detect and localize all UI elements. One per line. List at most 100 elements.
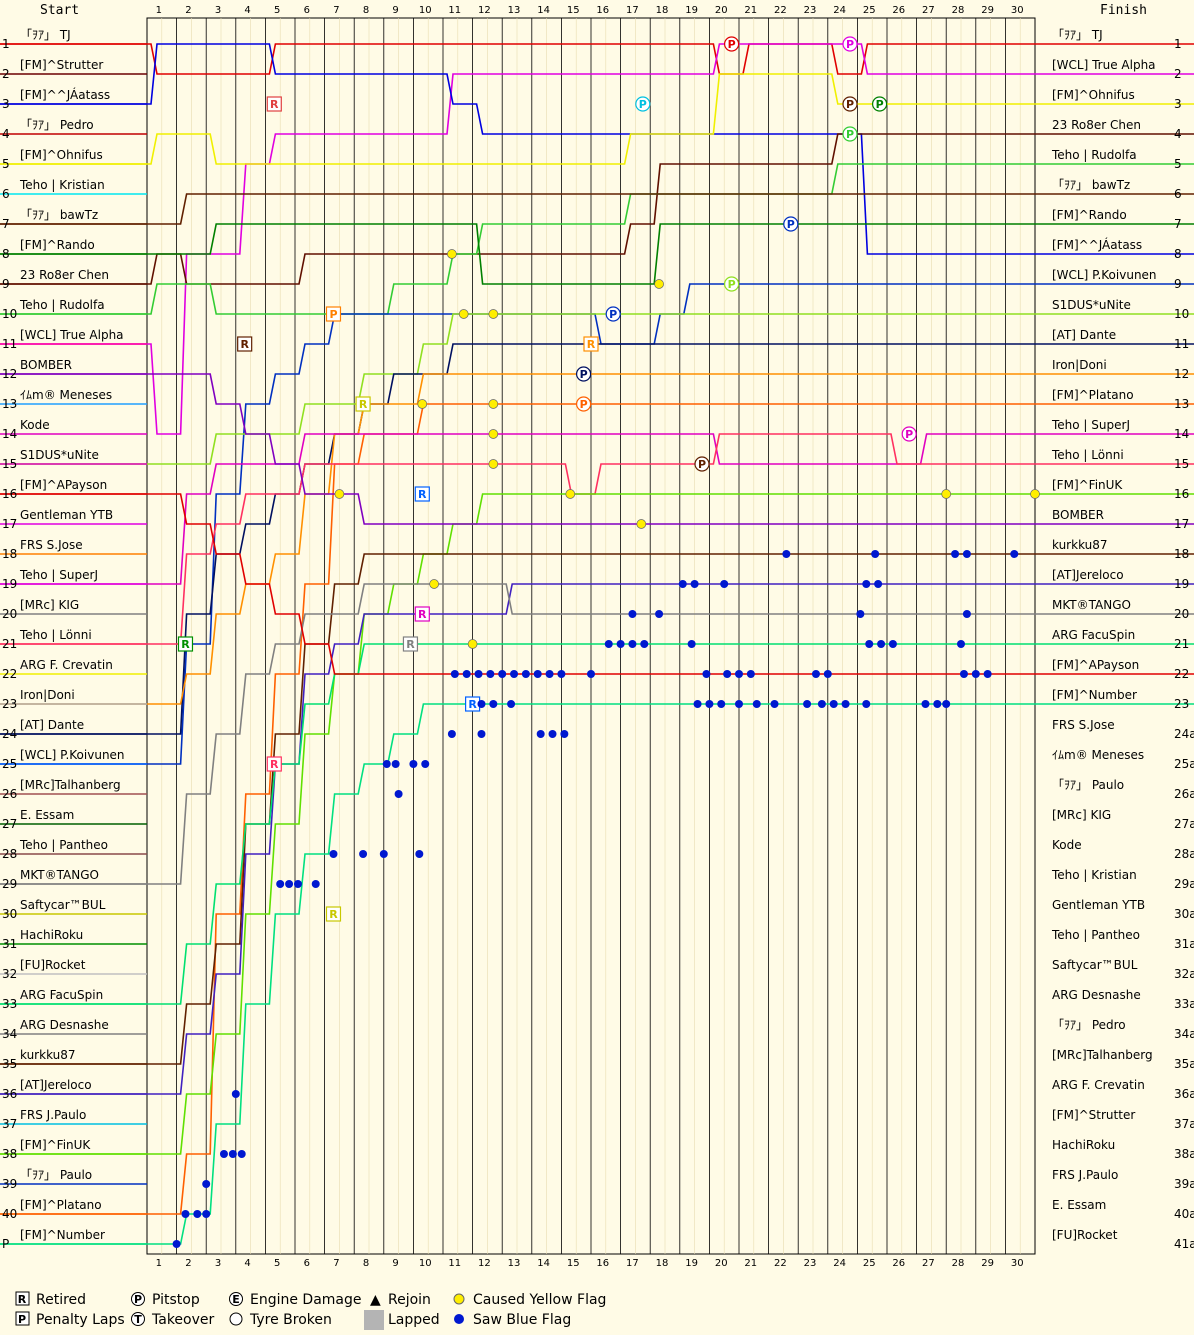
lap-tick-top: 24 bbox=[833, 5, 846, 16]
start-driver-name: ARG FacuSpin bbox=[20, 988, 103, 1002]
blue-flag-dot bbox=[533, 670, 542, 678]
blue-flag-dot bbox=[865, 640, 874, 648]
blue-flag-dot bbox=[690, 580, 699, 588]
blue-flag-dot bbox=[959, 670, 968, 678]
start-driver-name: Teho | Pantheo bbox=[19, 838, 108, 852]
marker-circle bbox=[842, 126, 858, 142]
lap-tick-bottom: 18 bbox=[656, 1258, 669, 1269]
legend-label: Saw Blue Flag bbox=[473, 1312, 571, 1328]
finish-position: 27a bbox=[1174, 817, 1194, 831]
blue-flag-dot bbox=[933, 700, 942, 708]
marker-circle bbox=[575, 396, 592, 412]
lap-tick-bottom: 25 bbox=[863, 1258, 876, 1269]
blue-flag-dot bbox=[962, 550, 971, 558]
marker-square bbox=[325, 306, 342, 322]
finish-driver-name: 「ｦｱ」 Pedro bbox=[1052, 1018, 1126, 1032]
start-driver-name: [MRc] KIG bbox=[20, 598, 79, 612]
blue-flag-dot bbox=[957, 640, 965, 648]
blue-flag-dot bbox=[678, 580, 687, 588]
blue-flag-dot bbox=[717, 700, 726, 708]
finish-driver-name: E. Essam bbox=[1052, 1198, 1106, 1212]
lap-tick-top: 12 bbox=[478, 5, 491, 16]
blue-flag-dot bbox=[474, 670, 483, 678]
finish-position: 14 bbox=[1174, 427, 1189, 441]
blue-flag-dot bbox=[409, 760, 418, 768]
retired-marker: R bbox=[402, 636, 419, 652]
yellow-flag-dot bbox=[334, 489, 345, 499]
lap-tick-top: 20 bbox=[715, 5, 728, 16]
legend-label: Pitstop bbox=[152, 1292, 200, 1308]
blue-flag-dot bbox=[983, 670, 992, 678]
blue-flag-dot bbox=[557, 670, 566, 678]
start-position: 39 bbox=[2, 1177, 17, 1191]
finish-position: 7 bbox=[1174, 217, 1182, 231]
lap-tick-top: 27 bbox=[922, 5, 935, 16]
start-position: 7 bbox=[2, 217, 10, 231]
marker-letter: P bbox=[905, 428, 913, 441]
finish-driver-name: BOMBER bbox=[1052, 508, 1104, 522]
blue-flag-dot bbox=[693, 700, 702, 708]
start-driver-name: MKT®TANGO bbox=[20, 868, 99, 882]
lap-tick-bottom: 1 bbox=[156, 1258, 162, 1269]
blue-flag-dot bbox=[293, 880, 302, 888]
start-position: 2 bbox=[2, 67, 10, 81]
finish-position: 16 bbox=[1174, 487, 1189, 501]
blue-flag-dot bbox=[202, 1180, 211, 1188]
finish-driver-name: Saftycar™BUL bbox=[1052, 958, 1138, 972]
finish-driver-name: Teho | Pantheo bbox=[1051, 928, 1140, 942]
pitstop-marker: P bbox=[723, 276, 740, 292]
finish-driver-name: [WCL] P.Koivunen bbox=[1052, 268, 1157, 282]
start-driver-name: [FM]^FinUK bbox=[20, 1138, 91, 1152]
blue-flag-dot bbox=[545, 670, 554, 678]
blue-flag-dot bbox=[770, 700, 779, 708]
start-position: 28 bbox=[2, 847, 17, 861]
lap-tick-top: 11 bbox=[448, 5, 461, 16]
retired-marker: R bbox=[266, 756, 282, 772]
line-mkt-tango bbox=[0, 583, 1194, 885]
start-driver-name: Teho | Rudolfa bbox=[19, 298, 105, 312]
start-position: 19 bbox=[2, 577, 17, 591]
line--bawtz bbox=[0, 193, 1194, 225]
lap-tick-top: 7 bbox=[333, 5, 339, 16]
start-position: 18 bbox=[2, 547, 17, 561]
lap-tick-bottom: 8 bbox=[363, 1258, 369, 1269]
blue-flag-dot bbox=[193, 1210, 202, 1218]
lap-tick-top: 10 bbox=[419, 5, 432, 16]
marker-circle bbox=[842, 36, 858, 52]
finish-position: 3 bbox=[1174, 97, 1182, 111]
marker-circle bbox=[694, 456, 710, 472]
start-position: 4 bbox=[2, 127, 10, 141]
blue-flag-dot bbox=[655, 610, 664, 618]
start-driver-name: kurkku87 bbox=[20, 1048, 76, 1062]
start-driver-name: E. Essam bbox=[20, 808, 74, 822]
blue-flag-dot bbox=[628, 610, 637, 618]
legend-circle-symbol bbox=[131, 1312, 145, 1326]
lap-tick-bottom: 10 bbox=[419, 1258, 432, 1269]
blue-flag-dot bbox=[702, 670, 711, 678]
finish-position: 25a bbox=[1174, 757, 1194, 771]
finish-driver-name: 「ｦｱ」 TJ bbox=[1052, 28, 1103, 42]
lap-tick-bottom: 9 bbox=[392, 1258, 398, 1269]
start-driver-name: Teho | SuperJ bbox=[19, 568, 98, 582]
marker-square bbox=[414, 606, 430, 622]
blue-flag-dot bbox=[382, 760, 391, 768]
marker-letter: P bbox=[876, 98, 884, 111]
start-position: 15 bbox=[2, 457, 17, 471]
blue-flag-dot bbox=[498, 670, 507, 678]
finish-driver-name: [FM]^FinUK bbox=[1052, 478, 1123, 492]
start-driver-name: [WCL] P.Koivunen bbox=[20, 748, 125, 762]
yellow-flag-dot bbox=[447, 249, 457, 259]
blue-flag-dot bbox=[560, 730, 569, 738]
start-driver-name: [AT]Jereloco bbox=[20, 1078, 92, 1092]
marker-letter: R bbox=[418, 488, 427, 501]
finish-driver-name: [AT]Jereloco bbox=[1052, 568, 1124, 582]
start-driver-name: [WCL] True Alpha bbox=[20, 328, 124, 342]
lap-tick-top: 22 bbox=[774, 5, 787, 16]
finish-driver-name: [FM]^APayson bbox=[1052, 658, 1139, 672]
lap-tick-bottom: 3 bbox=[215, 1258, 221, 1269]
marker-letter: R bbox=[181, 638, 190, 651]
lap-tick-top: 6 bbox=[304, 5, 310, 16]
line-23-ro8er-chen bbox=[0, 133, 1194, 285]
finish-position: 36a bbox=[1174, 1087, 1194, 1101]
finish-driver-name: Teho | Lönni bbox=[1051, 448, 1124, 462]
